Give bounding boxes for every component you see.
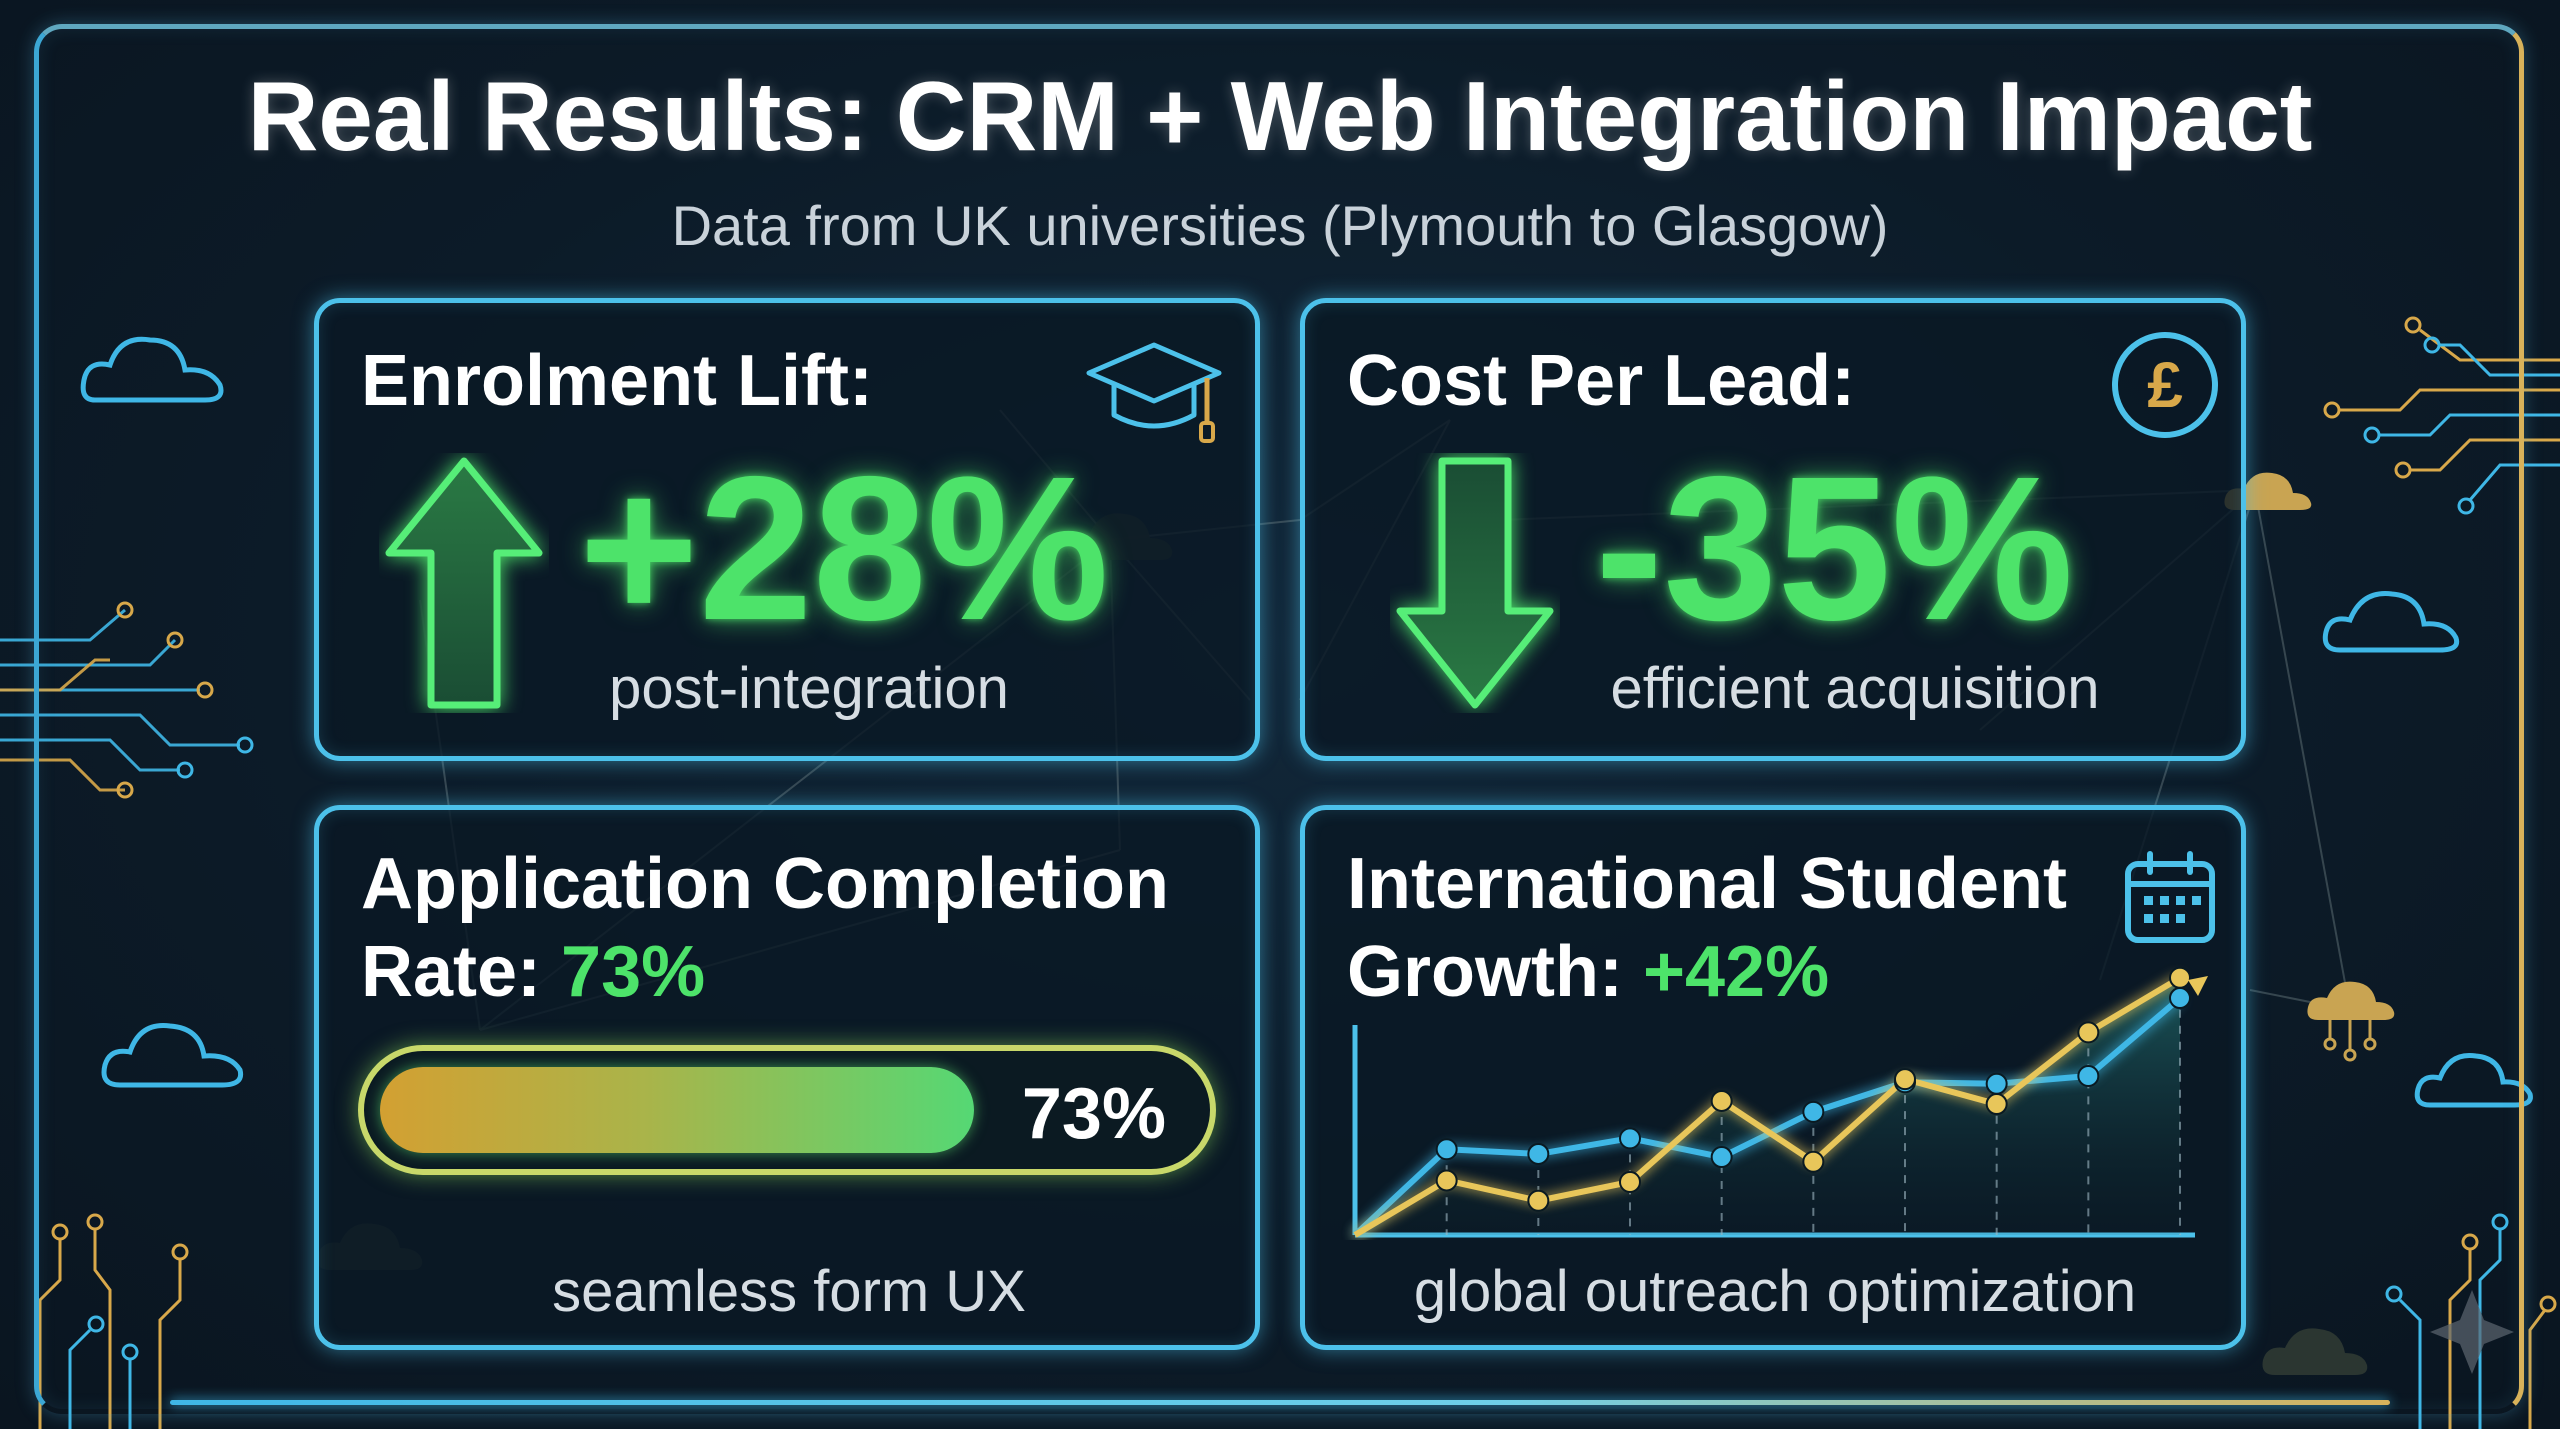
up-arrow-icon	[385, 457, 543, 709]
chart-series-1-point	[1985, 1072, 2008, 1095]
cost-per-lead-value: -35%	[1595, 434, 2074, 663]
chart-trend-arrowhead	[2188, 976, 2208, 996]
application-completion-title-line2: Rate: 73%	[361, 928, 1169, 1016]
international-growth-title-line1: International Student	[1347, 844, 2067, 924]
chart-series-2-point	[1619, 1171, 1641, 1193]
international-growth-title-line2: Growth: +42%	[1347, 928, 2067, 1016]
enrolment-lift-caption: post-integration	[609, 656, 1009, 721]
chart-area-fill	[1355, 977, 2180, 1235]
cost-per-lead-card: Cost Per Lead: £ -35% efficient acquisit…	[1300, 298, 2246, 761]
chart-series-2-point	[1527, 1189, 1550, 1212]
chart-series-2-point	[1985, 1093, 2008, 1116]
pound-coin-icon: £	[2112, 332, 2218, 438]
cost-per-lead-caption: efficient acquisition	[1610, 656, 2100, 721]
completion-progress-fill	[380, 1067, 974, 1153]
chart-series-2-point	[2077, 1021, 2100, 1044]
rate-value: 73%	[561, 932, 706, 1012]
application-completion-caption: seamless form UX	[552, 1259, 1026, 1324]
international-growth-card: International Student Growth: +42% globa…	[1300, 805, 2246, 1350]
growth-label: Growth:	[1347, 932, 1643, 1012]
page-subtitle: Data from UK universities (Plymouth to G…	[671, 194, 1889, 257]
cost-per-lead-title: Cost Per Lead:	[1347, 341, 1856, 421]
chart-series-points	[1435, 966, 2191, 1212]
chart-series-2-point	[1710, 1089, 1733, 1112]
bottom-divider	[170, 1400, 2390, 1405]
growth-value: +42%	[1642, 932, 1830, 1012]
chart-series-2-point	[1802, 1150, 1825, 1173]
chart-series-2-point	[2169, 966, 2191, 989]
chart-series-1-point	[1802, 1100, 1825, 1123]
application-completion-title: Application Completion Rate: 73%	[361, 840, 1169, 1016]
application-completion-title-line1: Application Completion	[361, 844, 1169, 924]
chart-series-1-point	[1527, 1142, 1550, 1165]
enrolment-lift-value: +28%	[579, 434, 1110, 663]
chart-series-1-point	[2077, 1065, 2100, 1087]
completion-progress-bar: 73%	[358, 1045, 1216, 1175]
outer-frame	[34, 24, 2524, 1414]
chart-series-lines	[1352, 975, 2182, 1238]
down-arrow-icon	[1396, 457, 1554, 709]
chart-series-1-point	[1619, 1127, 1641, 1150]
growth-line-chart	[1352, 966, 2208, 1238]
enrolment-lift-card: Enrolment Lift: +28% post-integration	[314, 298, 1260, 761]
page-title: Real Results: CRM + Web Integration Impa…	[247, 61, 2313, 171]
calendar-icon	[2125, 851, 2215, 943]
graduation-cap-icon	[1086, 342, 1222, 443]
chart-series-1-point	[2169, 987, 2191, 1010]
international-growth-title: International Student Growth: +42%	[1347, 840, 2067, 1016]
rate-label: Rate:	[361, 932, 562, 1012]
completion-progress-label: 73%	[1021, 1074, 1166, 1154]
chart-series-2-point	[1435, 1169, 1458, 1192]
chart-series-2-point	[1894, 1068, 1916, 1091]
international-growth-caption: global outreach optimization	[1413, 1259, 2137, 1324]
enrolment-lift-title: Enrolment Lift:	[361, 341, 873, 421]
svg-text:£: £	[2147, 349, 2183, 421]
chart-series-1-point	[1435, 1138, 1458, 1161]
chart-area-layer	[1355, 977, 2180, 1235]
chart-series-2-line	[1353, 975, 2182, 1238]
chart-series-1-point	[1710, 1146, 1733, 1169]
